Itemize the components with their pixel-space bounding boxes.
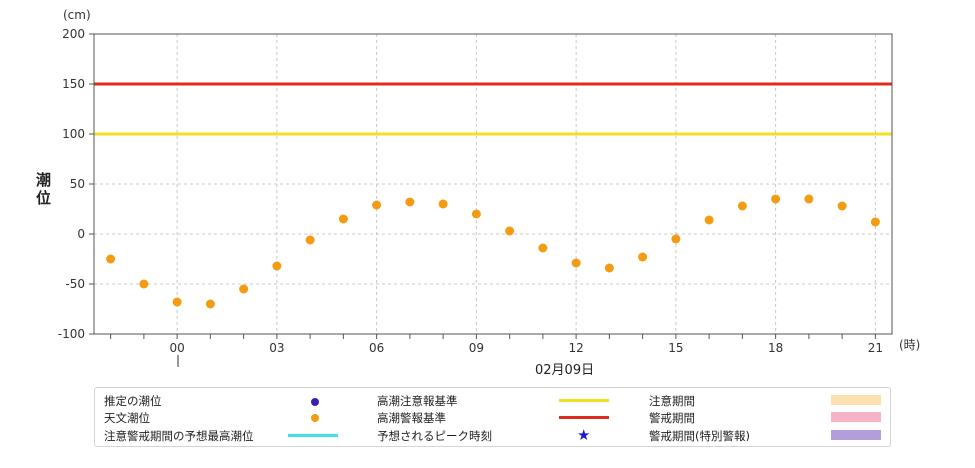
legend-label-special-warning-period: 警戒期間(特別警報) xyxy=(649,429,750,443)
y-unit-label: (cm) xyxy=(63,8,91,22)
data-point xyxy=(239,284,249,294)
legend-label-predicted-max: 注意警戒期間の予想最高潮位 xyxy=(104,429,254,443)
y-tick-label: -100 xyxy=(58,327,85,341)
data-point xyxy=(538,243,548,253)
legend-line-predicted-max xyxy=(288,434,338,437)
y-tick-label: 100 xyxy=(62,127,85,141)
data-point xyxy=(405,197,415,207)
x-tick-label: 06 xyxy=(369,341,384,355)
x-tick-label: 09 xyxy=(469,341,484,355)
reference-lines xyxy=(94,82,892,136)
grid-lines xyxy=(94,34,892,334)
data-point xyxy=(139,279,149,289)
y-axis-label-char-1: 潮 xyxy=(36,171,51,189)
data-point xyxy=(870,217,880,227)
data-point xyxy=(837,201,847,211)
legend-line-warning-standard xyxy=(559,416,609,419)
data-point xyxy=(438,199,448,209)
legend-label-warning-period: 警戒期間 xyxy=(649,411,695,425)
data-point xyxy=(372,200,382,210)
data-point xyxy=(737,201,747,211)
legend-swatch-warning-period xyxy=(831,412,881,422)
x-tick-label: 12 xyxy=(568,341,583,355)
legend-line-advisory-standard xyxy=(559,399,609,402)
date-label: 02月09日 xyxy=(535,363,594,378)
y-axis-ticks: 200 150 100 50 0 -50 -100 xyxy=(58,27,94,341)
x-tick-label: 15 xyxy=(668,341,683,355)
data-point xyxy=(704,215,714,225)
data-point xyxy=(272,261,282,271)
legend-label-estimated-tide: 推定の潮位 xyxy=(104,394,162,408)
legend-star-icon: ★ xyxy=(577,426,591,444)
data-point xyxy=(305,235,315,245)
x-tick-label: 21 xyxy=(868,341,883,355)
y-tick-label: 0 xyxy=(77,227,85,241)
data-points xyxy=(106,194,880,309)
legend-label-warning-standard: 高潮警報基準 xyxy=(377,411,446,425)
legend-label-advisory-standard: 高潮注意報基準 xyxy=(377,394,458,408)
legend-dot-astronomical-tide xyxy=(311,414,319,422)
data-point xyxy=(571,258,581,268)
x-tick-label: 03 xyxy=(269,341,284,355)
data-point xyxy=(771,194,781,204)
x-tick-label: 00 xyxy=(169,341,184,355)
data-point xyxy=(471,209,481,219)
data-point xyxy=(804,194,814,204)
data-point xyxy=(638,252,648,262)
y-tick-label: -50 xyxy=(65,277,85,291)
legend-label-astronomical-tide: 天文潮位 xyxy=(104,411,150,425)
legend: 推定の潮位 天文潮位 注意警戒期間の予想最高潮位 高潮注意報基準 高潮警報基準 … xyxy=(94,387,891,447)
legend-label-caution-period: 注意期間 xyxy=(649,394,695,408)
data-point xyxy=(338,214,348,224)
x-axis-ticks: 00 03 06 09 12 15 18 21 xyxy=(110,334,883,355)
tide-chart: 200 150 100 50 0 -50 -100 00 03 06 09 12 15 18 21 (cm… xyxy=(36,8,920,378)
x-tick-label: 18 xyxy=(768,341,783,355)
data-point xyxy=(505,226,515,236)
x-unit-label: (時) xyxy=(899,338,920,352)
y-tick-label: 200 xyxy=(62,27,85,41)
legend-label-peak-time: 予想されるピーク時刻 xyxy=(377,429,492,443)
legend-swatch-caution-period xyxy=(831,395,881,405)
data-point xyxy=(671,234,681,244)
data-point xyxy=(106,254,116,264)
y-tick-label: 50 xyxy=(70,177,85,191)
data-point xyxy=(205,299,215,309)
data-point xyxy=(172,297,182,307)
legend-dot-estimated-tide xyxy=(311,398,319,406)
data-point xyxy=(604,263,614,273)
legend-swatch-special-warning-period xyxy=(831,430,881,440)
y-tick-label: 150 xyxy=(62,77,85,91)
y-axis-label-char-2: 位 xyxy=(36,189,51,207)
